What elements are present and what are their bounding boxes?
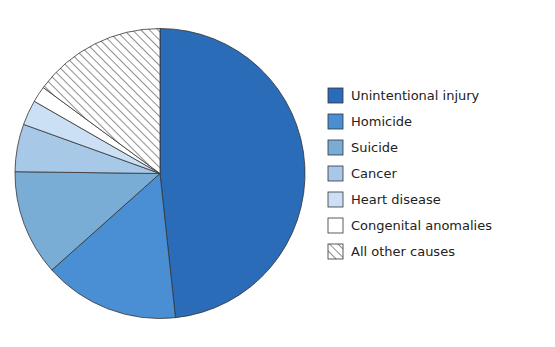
legend-label: All other causes [351,244,455,259]
legend-label: Congenital anomalies [351,218,492,233]
legend-swatch [328,88,343,103]
legend-swatch [328,114,343,129]
legend-swatch [328,218,343,233]
legend-swatch [328,192,343,207]
legend-label: Heart disease [351,192,441,207]
legend-swatch [328,140,343,155]
legend-swatch [328,244,343,259]
pie-slice [160,29,305,318]
pie-slice [43,29,160,174]
pie [15,29,305,319]
legend-label: Cancer [351,166,397,181]
pie-slice [15,172,160,270]
legend-label: Suicide [351,140,398,155]
chart-container: Unintentional injury Homicide Suicide Cance… [0,0,555,347]
legend: Unintentional injury Homicide Suicide Cance… [328,88,492,259]
legend-swatch [328,166,343,181]
legend-label: Homicide [351,114,412,129]
legend-label: Unintentional injury [351,88,480,103]
chart: Unintentional injury Homicide Suicide Cance… [0,0,555,347]
